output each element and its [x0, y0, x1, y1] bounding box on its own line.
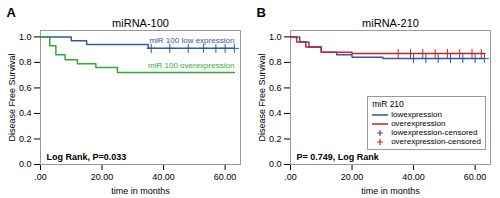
svg-text:Log Rank, P=0.033: Log Rank, P=0.033: [47, 152, 127, 162]
svg-text:miRNA-100: miRNA-100: [112, 17, 169, 29]
svg-text:40.00: 40.00: [152, 172, 175, 182]
svg-text:miR 100 overexpression: miR 100 overexpression: [148, 61, 234, 70]
svg-text:A: A: [7, 5, 17, 20]
svg-text:0.2: 0.2: [269, 134, 282, 144]
html-text:overexpression: overexpression: [391, 119, 446, 128]
html-text:lowexpression: lowexpression: [391, 110, 442, 119]
svg-text:P= 0.749, Log Rank: P= 0.749, Log Rank: [297, 152, 380, 162]
svg-text:.00: .00: [34, 172, 47, 182]
svg-text:0.8: 0.8: [269, 57, 282, 67]
svg-text:0.0: 0.0: [19, 159, 32, 169]
svg-text:0.8: 0.8: [19, 57, 32, 67]
html-text:lowexpression-censored: lowexpression-censored: [391, 128, 478, 137]
svg-text:40.00: 40.00: [402, 172, 425, 182]
svg-text:60.00: 60.00: [214, 172, 237, 182]
svg-text:0.6: 0.6: [269, 83, 282, 93]
svg-text:Disease Free Survival: Disease Free Survival: [257, 53, 267, 141]
svg-text:0.4: 0.4: [19, 108, 32, 118]
svg-text:60.00: 60.00: [464, 172, 487, 182]
svg-text:time in months: time in months: [111, 186, 170, 196]
svg-text:1.0: 1.0: [19, 32, 32, 42]
svg-text:Disease Free Survival: Disease Free Survival: [7, 53, 17, 141]
html-text:miR 210: miR 210: [372, 99, 404, 109]
svg-text:B: B: [257, 5, 266, 20]
svg-text:0.0: 0.0: [269, 159, 282, 169]
svg-text:20.00: 20.00: [91, 172, 114, 182]
svg-text:20.00: 20.00: [341, 172, 364, 182]
svg-text:.00: .00: [284, 172, 297, 182]
html-text:overexpression-censored: overexpression-censored: [391, 137, 481, 146]
svg-text:time in months: time in months: [361, 186, 420, 196]
svg-text:miRNA-210: miRNA-210: [362, 17, 419, 29]
svg-text:0.4: 0.4: [269, 108, 282, 118]
svg-text:1.0: 1.0: [269, 32, 282, 42]
svg-text:0.2: 0.2: [19, 134, 32, 144]
svg-text:miR 100 low expression: miR 100 low expression: [149, 36, 234, 45]
svg-text:0.6: 0.6: [19, 83, 32, 93]
